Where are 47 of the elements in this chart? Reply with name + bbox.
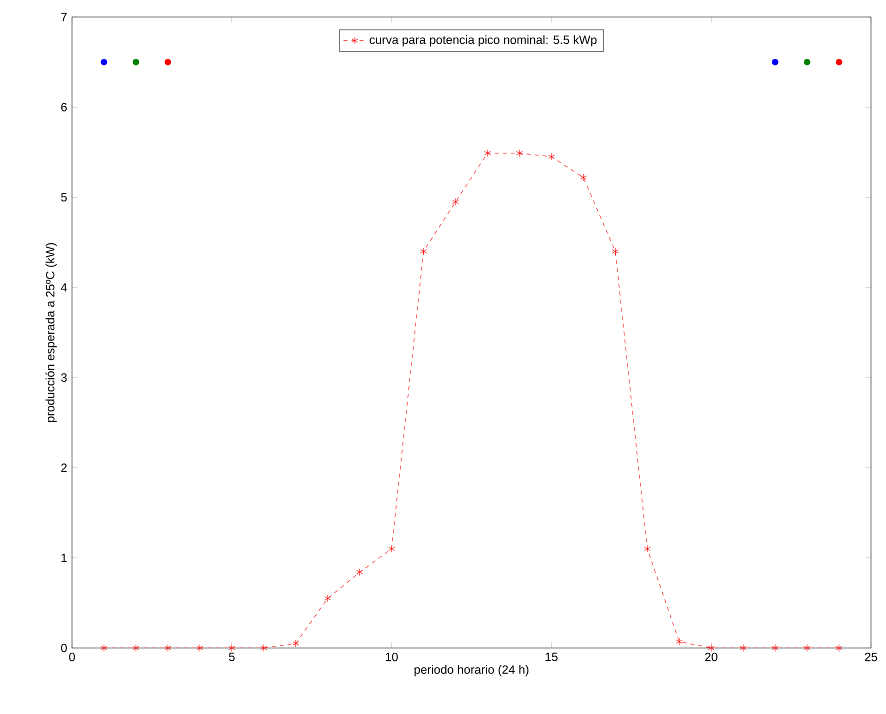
- point: [100, 58, 108, 66]
- x-axis-title: periodo horario (24 h): [414, 665, 528, 676]
- x-tick-label: 25: [864, 652, 878, 662]
- point: [484, 149, 491, 157]
- x-tick-label: 20: [705, 652, 718, 662]
- y-tick-label: 3: [61, 373, 67, 382]
- point: [836, 644, 842, 652]
- point: [196, 644, 204, 652]
- y-tick-label: 5: [61, 193, 67, 202]
- point: [804, 644, 810, 652]
- point: [356, 568, 363, 576]
- y-tick-label: 7: [61, 12, 67, 22]
- point: [708, 644, 714, 652]
- y-axis-title: producción esperada a 25ºC (kW): [45, 243, 57, 422]
- legend-label: curva para potencia pico nominal: 5.5 kWp: [370, 35, 597, 46]
- point: [164, 58, 172, 66]
- point: [100, 644, 108, 652]
- point: [548, 152, 555, 160]
- point: [388, 545, 395, 553]
- x-tick-label: 10: [386, 652, 398, 662]
- point: [420, 248, 427, 256]
- x-tick-label: 5: [228, 652, 235, 662]
- point: [516, 149, 523, 157]
- point: [644, 545, 651, 553]
- y-tick-label: 1: [62, 554, 67, 562]
- point: [772, 58, 778, 66]
- point: [836, 58, 842, 66]
- point: [132, 644, 140, 652]
- point: [676, 638, 683, 646]
- point: [772, 644, 778, 652]
- point: [580, 174, 587, 182]
- point: [132, 58, 140, 66]
- point: [292, 640, 299, 648]
- point: [452, 198, 459, 206]
- point: [612, 248, 619, 256]
- point: [324, 594, 331, 602]
- y-tick-label: 6: [61, 102, 67, 112]
- point: [804, 58, 810, 66]
- point: [228, 644, 236, 652]
- x-tick-label: 0: [69, 652, 75, 662]
- point: [164, 644, 172, 652]
- x-tick-label: 15: [546, 652, 558, 662]
- y-tick-label: 2: [61, 464, 67, 472]
- point: [740, 644, 746, 652]
- y-tick-label: 0: [61, 644, 67, 652]
- y-tick-label: 4: [60, 283, 67, 292]
- point: [260, 644, 268, 652]
